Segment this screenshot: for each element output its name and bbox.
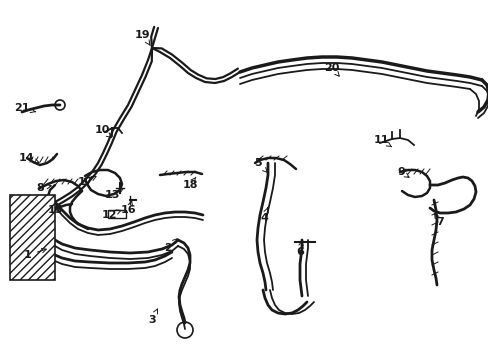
Text: 18: 18 (182, 177, 197, 190)
Text: 6: 6 (295, 241, 304, 257)
Text: 19: 19 (135, 30, 150, 45)
Bar (10, 195, 55, 280)
Text: 17: 17 (77, 176, 96, 187)
Text: 16: 16 (121, 201, 137, 215)
Text: 15: 15 (47, 205, 62, 215)
Text: 13: 13 (104, 189, 123, 200)
Text: 7: 7 (434, 214, 443, 227)
Text: 9: 9 (396, 167, 408, 177)
Text: 12: 12 (101, 210, 121, 220)
Text: 1: 1 (24, 248, 46, 260)
Text: 3: 3 (148, 309, 157, 325)
Bar (108, 210, 126, 218)
Text: 20: 20 (324, 63, 339, 76)
Text: 2: 2 (164, 239, 177, 253)
Text: 11: 11 (372, 135, 391, 147)
Text: 5: 5 (254, 158, 266, 172)
Text: 8: 8 (36, 183, 51, 193)
Text: 21: 21 (14, 103, 35, 113)
Text: 4: 4 (260, 207, 267, 223)
Text: 10: 10 (94, 125, 112, 138)
Text: 14: 14 (19, 153, 39, 163)
